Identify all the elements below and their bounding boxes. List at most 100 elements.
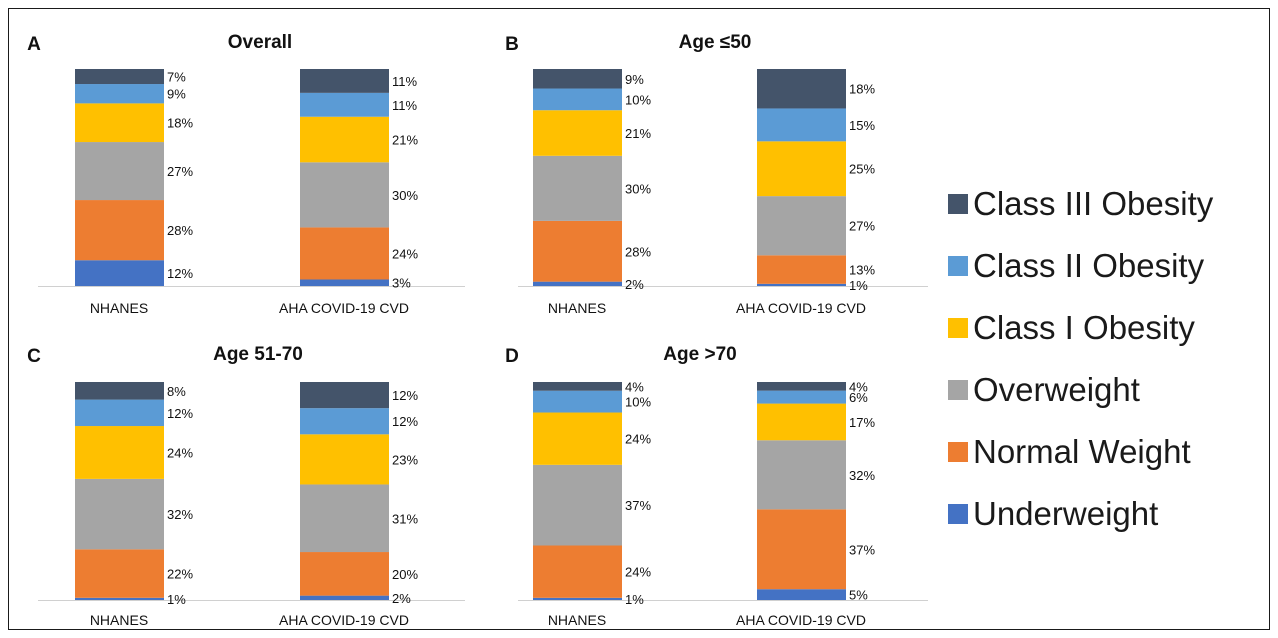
data-label: 12% bbox=[392, 414, 418, 429]
bar-segment-class-ii-obesity bbox=[300, 408, 389, 435]
data-label: 20% bbox=[392, 567, 418, 582]
data-label: 31% bbox=[392, 511, 418, 526]
data-label: 27% bbox=[849, 219, 875, 234]
bar-segment-overweight bbox=[300, 162, 389, 228]
bar-segment-normal-weight bbox=[300, 552, 389, 596]
data-label: 23% bbox=[392, 452, 418, 467]
data-label: 15% bbox=[849, 118, 875, 133]
data-label: 1% bbox=[167, 592, 186, 607]
bar-segment-underweight bbox=[75, 597, 164, 600]
chart-title: Overall bbox=[228, 32, 292, 53]
data-label: 32% bbox=[849, 468, 875, 483]
bar-segment-class-iii-obesity bbox=[75, 69, 164, 85]
bar-segment-overweight bbox=[533, 155, 622, 221]
bar-segment-underweight bbox=[300, 595, 389, 600]
data-label: 30% bbox=[392, 188, 418, 203]
bar-segment-class-iii-obesity bbox=[757, 69, 846, 109]
x-tick-label: NHANES bbox=[548, 612, 606, 628]
x-tick-label: AHA COVID-19 CVD bbox=[279, 612, 409, 628]
legend-swatch bbox=[948, 318, 968, 338]
data-label: 28% bbox=[625, 244, 651, 259]
bar-segment-normal-weight bbox=[75, 549, 164, 598]
panel-letter: C bbox=[27, 346, 41, 367]
bar-segment-class-ii-obesity bbox=[300, 92, 389, 117]
bar-segment-class-iii-obesity bbox=[75, 382, 164, 400]
data-label: 10% bbox=[625, 92, 651, 107]
data-label: 28% bbox=[167, 223, 193, 238]
legend-item-overweight: Overweight bbox=[948, 359, 1213, 421]
data-label: 25% bbox=[849, 162, 875, 177]
data-label: 13% bbox=[849, 263, 875, 278]
data-label: 24% bbox=[392, 246, 418, 261]
data-label: 24% bbox=[167, 445, 193, 460]
bar-segment-overweight bbox=[757, 440, 846, 510]
data-label: 30% bbox=[625, 181, 651, 196]
bar-segment-class-i-obesity bbox=[75, 103, 164, 143]
data-label: 6% bbox=[849, 390, 868, 405]
data-label: 32% bbox=[167, 507, 193, 522]
bar-segment-class-iii-obesity bbox=[533, 69, 622, 89]
data-label: 24% bbox=[625, 432, 651, 447]
data-label: 12% bbox=[167, 266, 193, 281]
data-label: 17% bbox=[849, 415, 875, 430]
x-tick-label: NHANES bbox=[90, 300, 148, 316]
legend-label: Normal Weight bbox=[973, 433, 1191, 470]
bar-segment-overweight bbox=[75, 142, 164, 201]
bar-segment-class-ii-obesity bbox=[757, 390, 846, 404]
data-label: 24% bbox=[625, 565, 651, 580]
legend-label: Underweight bbox=[973, 495, 1159, 532]
legend-item-class-ii-obesity: Class II Obesity bbox=[948, 235, 1213, 297]
bar-segment-class-i-obesity bbox=[533, 412, 622, 465]
data-label: 4% bbox=[849, 379, 868, 394]
bar-segment-overweight bbox=[757, 196, 846, 256]
bar-segment-normal-weight bbox=[757, 509, 846, 590]
bar-segment-normal-weight bbox=[75, 200, 164, 261]
figure-frame bbox=[8, 8, 1270, 630]
bar-segment-class-i-obesity bbox=[75, 426, 164, 479]
bar-segment-normal-weight bbox=[533, 220, 622, 282]
data-label: 37% bbox=[625, 498, 651, 513]
bar-segment-class-iii-obesity bbox=[300, 69, 389, 93]
bar-segment-underweight bbox=[75, 260, 164, 286]
bar-segment-class-ii-obesity bbox=[533, 390, 622, 413]
data-label: 22% bbox=[167, 567, 193, 582]
chart-title: Age 51-70 bbox=[213, 344, 303, 365]
legend-swatch bbox=[948, 256, 968, 276]
legend: Class III Obesity Class II Obesity Class… bbox=[948, 173, 1213, 545]
bar-segment-class-ii-obesity bbox=[75, 84, 164, 104]
bar-segment-normal-weight bbox=[300, 227, 389, 280]
data-label: 10% bbox=[625, 395, 651, 410]
bar-segment-class-ii-obesity bbox=[533, 88, 622, 111]
data-label: 4% bbox=[625, 379, 644, 394]
x-tick-label: AHA COVID-19 CVD bbox=[279, 300, 409, 316]
bar-segment-class-ii-obesity bbox=[757, 108, 846, 142]
data-label: 12% bbox=[392, 388, 418, 403]
bar-segment-underweight bbox=[533, 281, 622, 286]
bar-segment-class-ii-obesity bbox=[75, 399, 164, 427]
chart-title: Age >70 bbox=[663, 344, 736, 365]
bar-segment-class-iii-obesity bbox=[533, 382, 622, 391]
data-label: 1% bbox=[625, 592, 644, 607]
bar-segment-overweight bbox=[75, 478, 164, 550]
bar-segment-class-iii-obesity bbox=[757, 382, 846, 391]
bar-segment-class-i-obesity bbox=[300, 434, 389, 485]
legend-item-normal-weight: Normal Weight bbox=[948, 421, 1213, 483]
x-tick-label: AHA COVID-19 CVD bbox=[736, 300, 866, 316]
data-label: 5% bbox=[849, 588, 868, 603]
data-label: 11% bbox=[392, 98, 417, 113]
data-label: 9% bbox=[167, 87, 186, 102]
data-label: 18% bbox=[849, 82, 875, 97]
bar-segment-normal-weight bbox=[757, 255, 846, 284]
panel-letter: A bbox=[27, 34, 41, 55]
panel-letter: B bbox=[505, 34, 519, 55]
legend-item-class-i-obesity: Class I Obesity bbox=[948, 297, 1213, 359]
bar-segment-class-i-obesity bbox=[757, 403, 846, 441]
data-label: 21% bbox=[625, 126, 651, 141]
bar-segment-class-iii-obesity bbox=[300, 382, 389, 409]
bar-segment-underweight bbox=[533, 597, 622, 600]
data-label: 3% bbox=[392, 276, 411, 291]
chart-title: Age ≤50 bbox=[679, 32, 752, 53]
legend-swatch bbox=[948, 504, 968, 524]
data-label: 7% bbox=[167, 70, 186, 85]
